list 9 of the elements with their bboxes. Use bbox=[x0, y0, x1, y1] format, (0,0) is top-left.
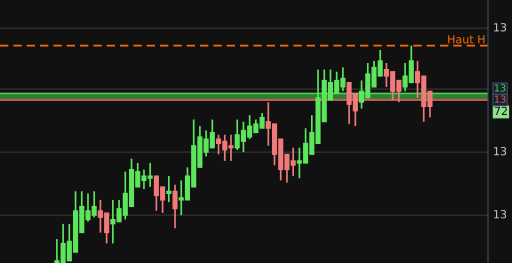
text: 13 bbox=[494, 210, 506, 218]
ref-line-label: Haut H bbox=[448, 35, 484, 44]
candlestick bbox=[172, 184, 178, 230]
text: 13 bbox=[494, 95, 506, 103]
text: 13 bbox=[494, 84, 506, 92]
text: 72 bbox=[494, 106, 507, 115]
text: 13 bbox=[494, 23, 506, 32]
candlestick bbox=[166, 175, 172, 203]
text: 13 bbox=[494, 146, 506, 156]
